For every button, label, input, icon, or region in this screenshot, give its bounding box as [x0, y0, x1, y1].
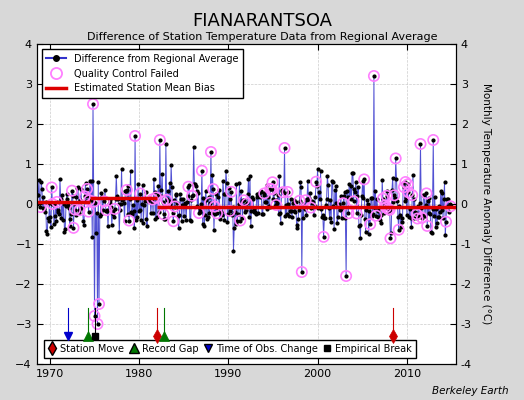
Point	[90, 313, 99, 319]
Point	[136, 190, 145, 197]
Point	[386, 207, 394, 213]
Point	[260, 190, 268, 197]
Point	[366, 221, 374, 228]
Point	[95, 301, 103, 307]
Point	[236, 217, 244, 224]
Point	[93, 321, 102, 327]
Point	[442, 218, 450, 225]
Point	[405, 189, 413, 196]
Point	[422, 190, 431, 196]
Point	[384, 206, 392, 212]
Point	[152, 194, 160, 201]
Point	[195, 210, 203, 216]
Point	[307, 204, 315, 211]
Point	[379, 196, 387, 202]
Point	[403, 181, 412, 188]
Point	[268, 179, 277, 186]
Point	[123, 187, 131, 193]
Point	[370, 73, 378, 79]
Point	[386, 235, 395, 242]
Point	[301, 197, 310, 204]
Point	[272, 202, 280, 208]
Point	[312, 178, 320, 185]
Point	[268, 186, 276, 192]
Point	[159, 211, 168, 218]
Point	[84, 208, 93, 215]
Point	[156, 137, 164, 143]
Point	[100, 198, 108, 204]
Point	[339, 200, 347, 206]
Point	[131, 133, 139, 139]
Point	[395, 226, 403, 233]
Point	[36, 204, 45, 210]
Point	[296, 198, 304, 204]
Point	[85, 197, 93, 204]
Point	[169, 218, 178, 224]
Text: FIANARANTSOA: FIANARANTSOA	[192, 12, 332, 30]
Point	[75, 207, 84, 214]
Point	[207, 149, 215, 155]
Text: Difference of Station Temperature Data from Regional Average: Difference of Station Temperature Data f…	[87, 32, 437, 42]
Y-axis label: Monthly Temperature Anomaly Difference (°C): Monthly Temperature Anomaly Difference (…	[482, 83, 492, 325]
Point	[69, 225, 78, 231]
Point	[353, 210, 361, 217]
Point	[280, 145, 289, 151]
Point	[412, 211, 421, 218]
Point	[211, 203, 219, 210]
Point	[344, 210, 353, 216]
Point	[209, 186, 217, 192]
Point	[184, 184, 193, 190]
Point	[48, 184, 56, 191]
Point	[148, 196, 157, 203]
Point	[162, 197, 171, 203]
Point	[418, 214, 426, 221]
Point	[372, 212, 380, 219]
Point	[198, 168, 206, 174]
Point	[401, 179, 410, 185]
Point	[382, 204, 390, 211]
Point	[360, 176, 368, 183]
Point	[225, 208, 234, 214]
Point	[391, 155, 400, 162]
Point	[71, 206, 79, 213]
Point	[320, 234, 328, 240]
Point	[243, 200, 251, 207]
Point	[213, 210, 221, 216]
Point	[48, 201, 57, 207]
Point	[227, 189, 235, 195]
Point	[446, 203, 455, 210]
Point	[408, 192, 417, 198]
Text: Berkeley Earth: Berkeley Earth	[432, 386, 508, 396]
Point	[89, 101, 97, 107]
Point	[188, 192, 196, 199]
Point	[83, 186, 91, 192]
Point	[171, 203, 179, 210]
Point	[416, 141, 424, 147]
Point	[400, 184, 408, 190]
Point	[206, 200, 214, 206]
Point	[240, 197, 248, 204]
Point	[111, 206, 119, 212]
Point	[298, 269, 306, 275]
Point	[68, 188, 76, 194]
Point	[390, 192, 398, 198]
Point	[90, 198, 98, 205]
Point	[381, 202, 389, 208]
Point	[429, 137, 438, 143]
Point	[383, 193, 391, 199]
Point	[53, 199, 61, 205]
Point	[125, 217, 133, 224]
Point	[283, 189, 292, 195]
Point	[423, 223, 431, 229]
Point	[159, 198, 167, 205]
Point	[350, 198, 358, 204]
Point	[102, 207, 111, 213]
Point	[342, 273, 351, 279]
Point	[266, 186, 275, 192]
Point	[81, 193, 89, 200]
Legend: Station Move, Record Gap, Time of Obs. Change, Empirical Break: Station Move, Record Gap, Time of Obs. C…	[43, 340, 416, 358]
Point	[413, 215, 422, 222]
Point	[279, 189, 287, 196]
